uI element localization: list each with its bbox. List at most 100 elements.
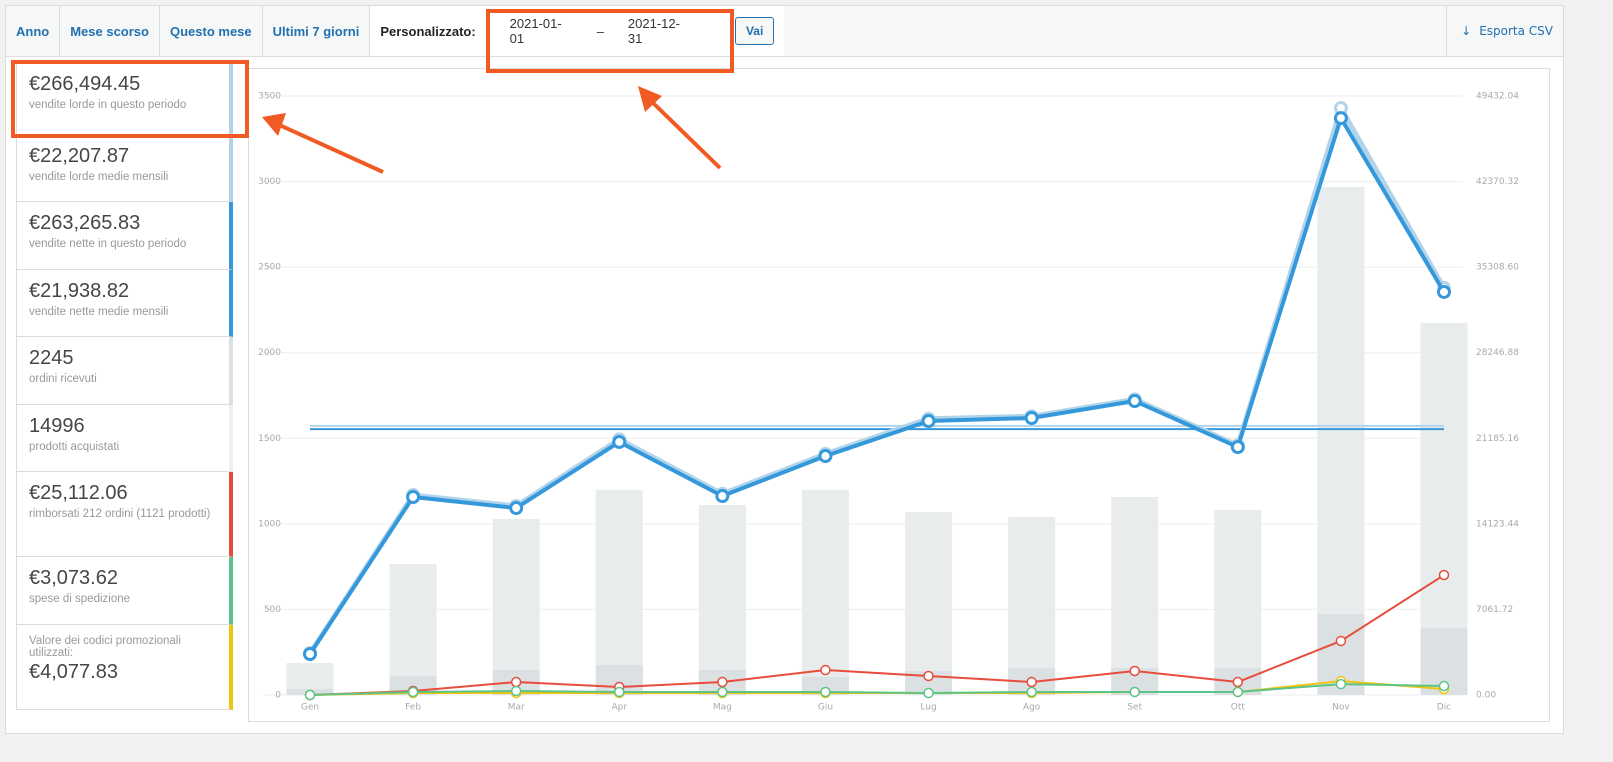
custom-range: Personalizzato: 2021-01-01 – 2021-12-31 …	[370, 6, 785, 56]
summary-note: Valore dei codici promozionali utilizzat…	[29, 635, 181, 659]
point	[1129, 665, 1140, 677]
x-tick-label: Dic	[1437, 703, 1451, 713]
x-tick-label: Gen	[301, 703, 319, 713]
summary-item: 2245 ordini ricevuti	[16, 337, 233, 405]
point	[1438, 680, 1450, 692]
x-tick-label: Mar	[508, 703, 525, 713]
point	[1232, 676, 1244, 688]
bar	[1111, 496, 1159, 695]
point	[715, 489, 730, 504]
summary-list: €266,494.45 vendite lorde in questo perio…	[16, 62, 233, 710]
line	[307, 105, 1447, 655]
bar	[1214, 509, 1262, 695]
point	[304, 689, 316, 701]
summary-amount: €21,938.82	[29, 280, 130, 302]
date-to[interactable]: 2021-12-31	[627, 16, 680, 46]
point	[1024, 410, 1039, 425]
tab[interactable]: Mese scorso	[60, 6, 160, 56]
line	[308, 116, 1446, 656]
summary-text: prodotti acquistati	[29, 441, 120, 453]
point	[1026, 676, 1037, 688]
summary-amount: €263,265.83	[29, 212, 141, 234]
y-tick-label: 1500	[258, 434, 281, 444]
x-tick-label: Lug	[920, 703, 936, 713]
x-tick-label: Set	[1127, 703, 1142, 713]
date-separator: –	[596, 23, 604, 39]
summary-amount: €266,494.45	[29, 73, 141, 95]
line	[309, 574, 1445, 696]
point	[1333, 111, 1348, 126]
summary-item: €263,265.83 vendite nette in questo perio…	[16, 202, 233, 270]
export-icon: ↓	[1461, 24, 1472, 38]
summary-text: vendite lorde medie mensili	[29, 171, 169, 183]
point	[614, 686, 625, 698]
point	[820, 686, 831, 698]
x-tick-label: Ott	[1231, 703, 1246, 713]
y2-tick-label: 0.00	[1476, 691, 1496, 701]
y2-tick-label: 21185.16	[1476, 434, 1519, 444]
point	[921, 414, 936, 429]
export-link[interactable]: ↓ Esporta CSV	[1446, 6, 1563, 56]
summary-item: €3,073.62 spese di spedizione	[16, 557, 233, 625]
line	[309, 683, 1445, 696]
point	[406, 489, 421, 504]
summary-item: €22,207.87 vendite lorde medie mensili	[16, 135, 233, 202]
summary-item: €21,938.82 vendite nette medie mensili	[16, 270, 233, 337]
y-tick-label: 1000	[258, 519, 281, 529]
point	[1127, 394, 1142, 409]
y-tick-label: 500	[264, 605, 281, 615]
tab[interactable]: Ultimi 7 giorni	[263, 6, 371, 56]
go-button[interactable]: Vai	[734, 17, 775, 45]
bar	[595, 489, 643, 695]
point	[1129, 686, 1140, 698]
bar	[698, 505, 746, 695]
point	[717, 686, 728, 698]
point	[510, 685, 522, 697]
point	[1335, 678, 1347, 690]
x-tick-label: Mag	[713, 703, 732, 713]
summary-item: €25,112.06 rimborsati 212 ordini (1121 pr…	[16, 472, 233, 557]
y2-tick-label: 7061.72	[1476, 605, 1513, 615]
point	[1026, 686, 1037, 698]
point	[303, 647, 317, 662]
tabs: Anno Mese scorso Questo mese Ultimi 7 giorn…	[6, 6, 371, 56]
tab[interactable]: Anno	[6, 6, 61, 56]
point	[923, 687, 934, 699]
point	[818, 449, 833, 464]
point	[510, 676, 522, 688]
y-tick-label: 3500	[258, 92, 281, 102]
summary-amount: €22,207.87	[29, 145, 130, 167]
summary-amount: €4,077.83	[29, 661, 118, 683]
summary-text: rimborsati 212 ordini (1121 prodotti)	[29, 508, 211, 520]
summary-text: ordini ricevuti	[29, 373, 97, 385]
bar	[801, 677, 849, 695]
summary-item: 14996 prodotti acquistati	[16, 405, 233, 472]
export-text: Esporta CSV	[1479, 24, 1553, 38]
bar	[801, 489, 849, 695]
summary-text: vendite lorde in questo periodo	[29, 99, 187, 111]
bar	[905, 512, 953, 695]
y-tick-label: 2000	[258, 348, 281, 358]
point	[1437, 284, 1451, 299]
y2-tick-label: 14123.44	[1476, 519, 1519, 529]
point	[1335, 635, 1347, 647]
point	[923, 670, 934, 682]
summary-amount: €25,112.06	[29, 482, 128, 504]
x-tick-label: Apr	[611, 703, 627, 713]
date-from[interactable]: 2021-01-01	[509, 16, 562, 46]
tab[interactable]: Questo mese	[160, 6, 263, 56]
y-tick-label: 2500	[258, 263, 281, 273]
x-tick-label: Giu	[818, 703, 833, 713]
x-tick-label: Feb	[405, 703, 421, 713]
summary-amount: €3,073.62	[29, 567, 118, 589]
y2-tick-label: 49432.04	[1476, 92, 1519, 102]
point	[612, 434, 627, 449]
point	[1438, 569, 1450, 581]
summary-item: Valore dei codici promozionali utilizzat…	[16, 625, 233, 710]
chart: 0 500 1000 1500 2000 2500 3000 3500 0.00 7061.72 1…	[248, 68, 1550, 722]
summary-text: vendite nette medie mensili	[29, 306, 169, 318]
bar	[1008, 517, 1056, 695]
point	[820, 664, 831, 676]
summary-amount: 2245	[29, 347, 74, 369]
custom-label: Personalizzato:	[380, 23, 476, 39]
